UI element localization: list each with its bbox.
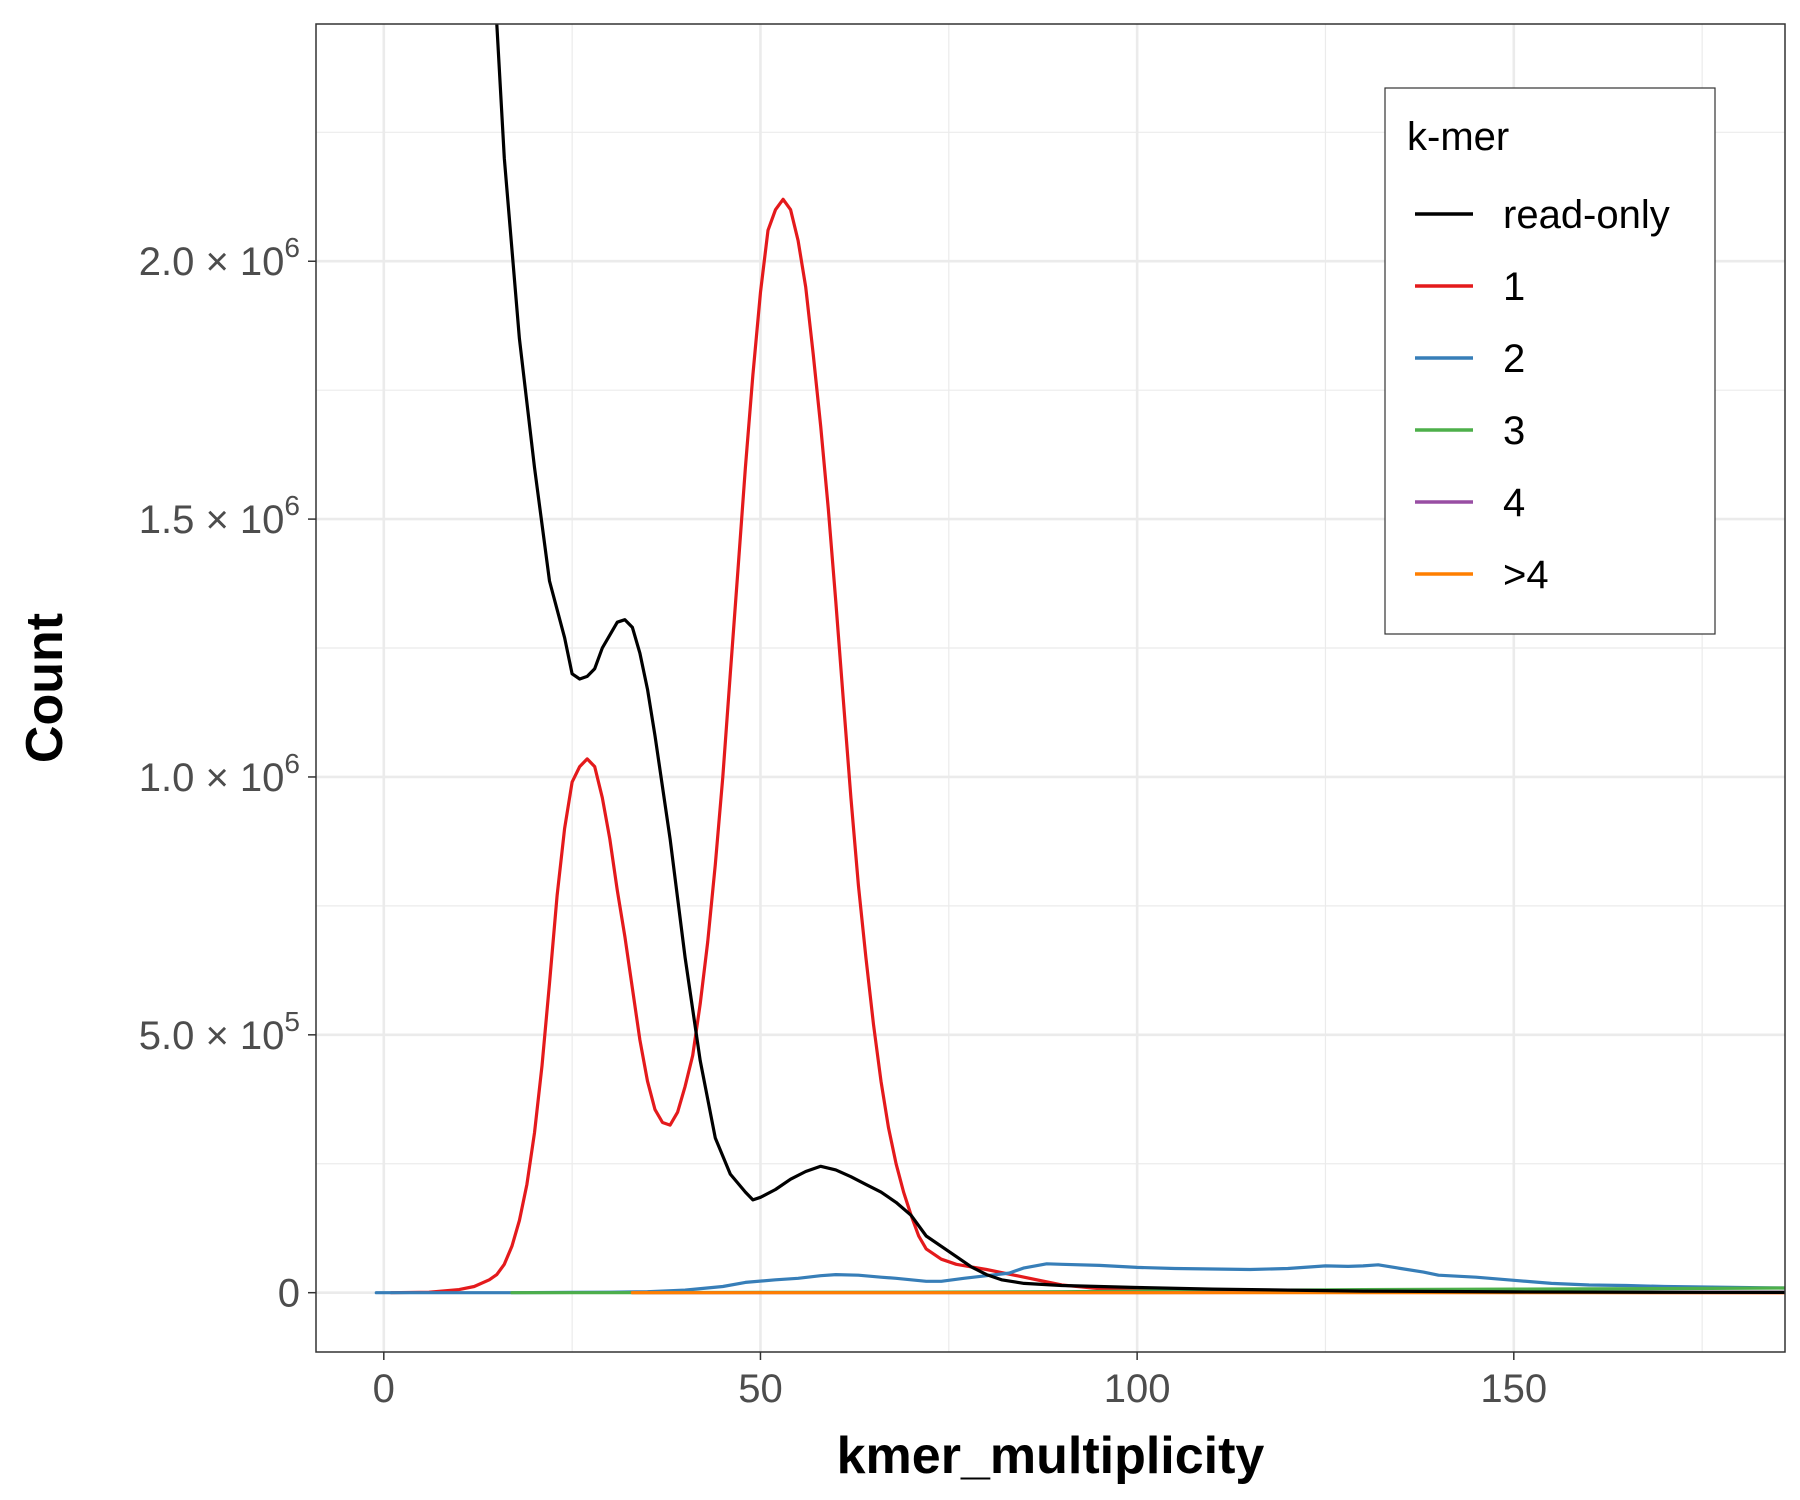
x-tick-label: 150 bbox=[1480, 1367, 1547, 1411]
legend-item: 4 bbox=[1415, 481, 1525, 525]
x-tick-label: 0 bbox=[373, 1367, 395, 1411]
x-axis-title: kmer_multiplicity bbox=[837, 1427, 1265, 1485]
axis-ticks: 0 50 100 150 0 5.0 × 105 1.0 × 106 1.5 × 106 2.0… bbox=[139, 232, 1547, 1411]
x-tick-label: 50 bbox=[738, 1367, 783, 1411]
y-tick-label: 1.0 × 106 bbox=[139, 748, 300, 800]
series-line-1 bbox=[389, 197, 1785, 1295]
y-tick-label: 1.5 × 106 bbox=[139, 490, 300, 542]
legend-label: 3 bbox=[1503, 409, 1525, 453]
series-layer bbox=[374, 24, 1785, 1295]
legend-title: k-mer bbox=[1407, 115, 1509, 159]
series-line-0 bbox=[495, 24, 1785, 1294]
legend-label: read-only bbox=[1503, 193, 1670, 237]
legend-items: read-only 1 2 3 4 >4 bbox=[1415, 193, 1670, 597]
legend-item: 2 bbox=[1415, 337, 1525, 381]
y-axis-title: Count bbox=[16, 613, 74, 763]
legend: k-mer read-only 1 2 3 4 >4 bbox=[1384, 87, 1716, 635]
legend-item: >4 bbox=[1415, 553, 1549, 597]
x-tick-label: 100 bbox=[1104, 1367, 1171, 1411]
series-line-2 bbox=[374, 1262, 1785, 1295]
y-tick-label: 2.0 × 106 bbox=[139, 232, 300, 284]
y-tick-label: 5.0 × 105 bbox=[139, 1006, 300, 1058]
legend-item: 3 bbox=[1415, 409, 1525, 453]
panel-border bbox=[315, 23, 1786, 1353]
legend-box bbox=[1384, 87, 1716, 635]
legend-label: 1 bbox=[1503, 265, 1525, 309]
legend-label: >4 bbox=[1503, 553, 1549, 597]
legend-label: 4 bbox=[1503, 481, 1525, 525]
y-tick-label: 0 bbox=[278, 1272, 300, 1316]
series-lines bbox=[374, 24, 1785, 1295]
legend-label: 2 bbox=[1503, 337, 1525, 381]
legend-item: read-only bbox=[1415, 193, 1670, 237]
legend-item: 1 bbox=[1415, 265, 1525, 309]
